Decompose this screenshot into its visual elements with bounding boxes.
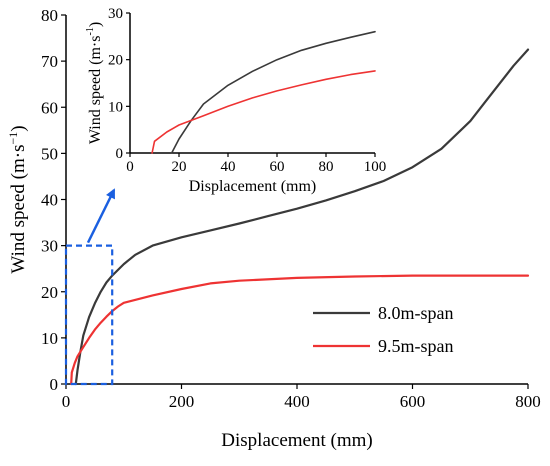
main-y-tick-label: 70: [41, 52, 58, 71]
main-x-tick-label: 800: [515, 392, 541, 411]
zoom-arrow: [86, 188, 116, 244]
main-y-tick-label: 80: [41, 6, 58, 25]
inset-y-tick-label: 30: [108, 6, 123, 22]
inset-y-axis-title-close: ): [87, 22, 104, 27]
inset-x-tick-label: 0: [126, 159, 134, 175]
main-x-tick-label: 0: [62, 392, 71, 411]
inset-y-axis-title: Wind speed (m·s-1): [85, 22, 104, 144]
main-x-tick-label: 400: [284, 392, 310, 411]
main-y-tick-label: 50: [41, 144, 58, 163]
main-y-axis-title-close: ): [8, 125, 29, 131]
main-series-line-8-0m-span: [74, 48, 530, 386]
main-x-tick-label: 200: [169, 392, 195, 411]
legend-item-9-5m-span-label: 9.5m-span: [378, 336, 454, 356]
main-y-tick-label: 20: [41, 283, 58, 302]
zoom-region-box: [64, 244, 114, 386]
inset-x-axis-title: Displacement (mm): [189, 178, 317, 195]
inset-x-tick-label: 60: [270, 159, 285, 175]
main-y-tick-label: 60: [41, 98, 58, 117]
inset-series-line-9-5m-span: [151, 70, 376, 154]
inset-x-tick-label: 40: [221, 159, 236, 175]
main-x-axis-title: Displacement (mm): [221, 430, 372, 451]
inset-y-tick-label: 0: [116, 146, 124, 162]
inset-x-tick-label: 80: [319, 159, 334, 175]
inset-y-axis-title-exponent: -1: [85, 27, 96, 35]
main-y-axis-title: Wind speed (m·s−1): [6, 125, 29, 273]
main-y-tick-label: 0: [50, 375, 59, 394]
inset-y-tick-label: 20: [108, 53, 123, 69]
main-y-axis-title-exponent: −1: [6, 132, 20, 145]
main-y-tick-label: 40: [41, 191, 58, 210]
legend-item-8-0m-span-label: 8.0m-span: [378, 303, 454, 323]
main-series-line-9-5m-span: [70, 274, 530, 386]
inset-y-axis-title-text: Wind speed (m·s: [87, 36, 104, 145]
inset-y-tick-label: 10: [108, 99, 123, 115]
inset-series-line-8-0m-span: [170, 30, 376, 154]
inset-x-tick-label: 20: [172, 159, 187, 175]
main-y-axis-title-text: Wind speed (m·s: [8, 145, 29, 274]
main-y-tick-label: 30: [41, 237, 58, 256]
main-x-tick-label: 600: [400, 392, 426, 411]
main-y-tick-label: 10: [41, 329, 58, 348]
inset-x-tick-label: 100: [364, 159, 387, 175]
